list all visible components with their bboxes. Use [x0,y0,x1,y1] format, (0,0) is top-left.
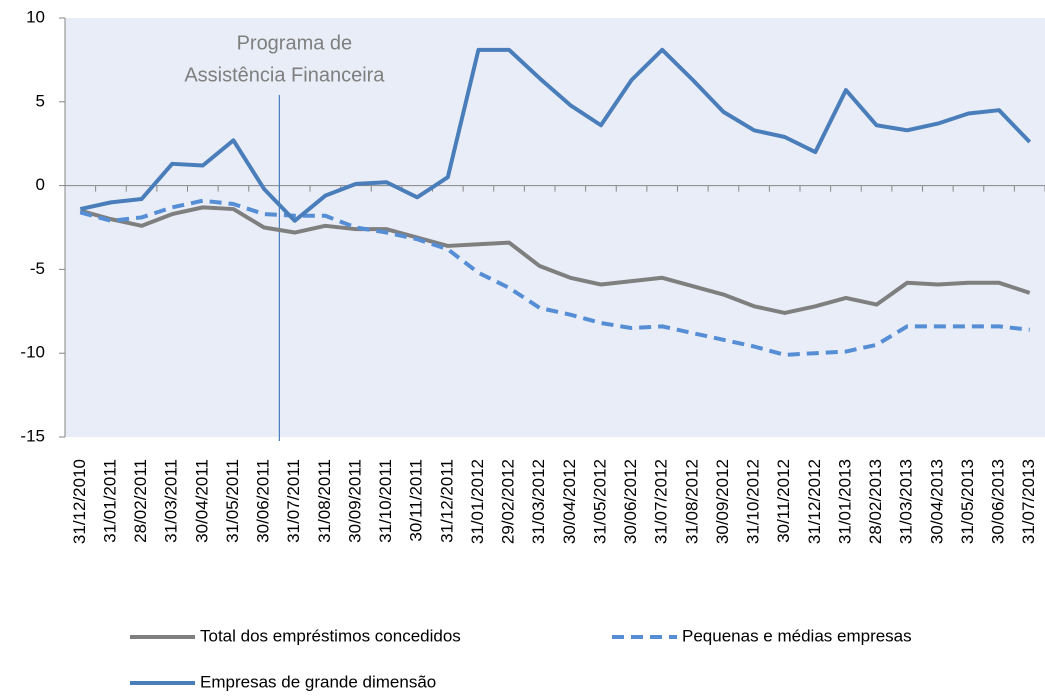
y-tick-label: -15 [20,426,45,445]
x-tick-label: 30/06/2013 [989,459,1008,544]
series-line [79,47,1032,223]
x-tick-label: 31/05/2013 [958,459,977,544]
x-tick-label: 31/05/2012 [590,459,609,544]
x-tick-label: 31/12/2010 [70,459,89,544]
x-tick-label: 31/01/2012 [468,459,487,544]
x-tick-label: 30/06/2012 [621,459,640,544]
x-tick-label: 28/02/2011 [131,459,150,543]
x-tick-label: 31/03/2012 [529,459,548,544]
x-tick-label: 31/01/2011 [100,459,119,543]
series-line [79,205,1031,315]
annotation-text: Programa de [237,32,353,54]
series-line [79,198,1030,357]
x-tick-label: 31/12/2011 [437,459,456,543]
x-tick-label: 31/01/2013 [835,459,854,544]
x-tick-label: 30/11/2011 [407,459,426,542]
x-tick-label: 31/10/2012 [744,459,763,544]
y-tick-label: 0 [36,175,45,194]
x-tick-label: 31/10/2011 [376,459,395,543]
plot-area [65,18,1045,437]
y-tick-label: -5 [30,259,45,278]
x-tick-label: 30/04/2011 [192,459,211,543]
x-tick-label: 31/07/2012 [652,459,671,544]
x-tick-label: 30/09/2012 [713,459,732,544]
x-tick-label: 31/03/2013 [897,459,916,544]
x-tick-label: 31/05/2011 [223,459,242,543]
x-tick-label: 31/03/2011 [162,459,181,543]
x-tick-label: 30/04/2012 [560,459,579,544]
legend-label: Total dos empréstimos concedidos [200,626,461,645]
y-tick-label: 5 [36,91,45,110]
x-tick-label: 31/12/2012 [805,459,824,544]
x-tick-label: 30/09/2011 [345,459,364,543]
x-tick-label: 30/11/2012 [774,459,793,543]
x-tick-label: 31/08/2011 [315,459,334,543]
x-tick-label: 31/07/2011 [284,459,303,543]
annotation-text: Assistência Financeira [184,64,385,86]
legend-label: Empresas de grande dimensão [200,672,436,691]
x-tick-label: 30/06/2011 [254,459,273,543]
y-tick-label: 10 [26,7,45,26]
x-tick-label: 29/02/2012 [499,459,518,544]
x-tick-label: 28/02/2013 [866,459,885,544]
x-tick-label: 31/08/2012 [682,459,701,544]
x-tick-label: 30/04/2013 [927,459,946,544]
y-tick-label: -10 [20,343,45,362]
legend-label: Pequenas e médias empresas [682,626,912,645]
x-tick-label: 31/07/2013 [1019,459,1038,544]
